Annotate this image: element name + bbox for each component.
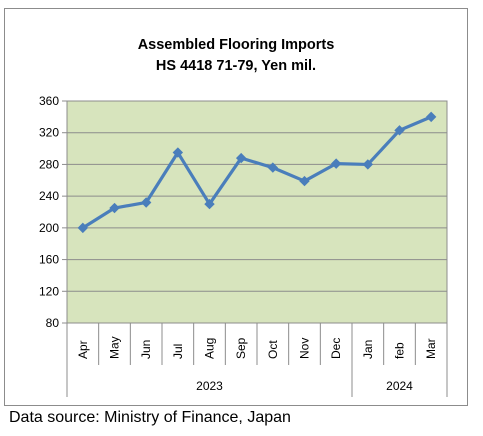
x-tick-label: Jun: [139, 340, 153, 359]
data-point-marker: [140, 197, 152, 208]
data-point-marker: [362, 159, 374, 170]
data-point-marker: [77, 222, 89, 234]
x-tick-label: Apr: [76, 340, 90, 359]
x-tick-label: Aug: [203, 338, 217, 359]
x-tick-label: Oct: [266, 340, 280, 359]
x-tick-label: Nov: [298, 338, 312, 359]
x-tick-label: May: [108, 336, 122, 359]
data-point-marker: [109, 202, 120, 214]
chart-frame: Assembled Flooring Imports HS 4418 71-79…: [4, 8, 468, 406]
data-point-marker: [235, 152, 247, 164]
line-chart: Assembled Flooring Imports HS 4418 71-79…: [39, 37, 448, 397]
y-tick-label: 360: [39, 94, 59, 108]
data-point-marker: [425, 111, 437, 123]
x-tick-label: Jan: [361, 340, 375, 359]
y-tick-label: 320: [39, 126, 59, 140]
y-tick-label: 80: [46, 316, 60, 330]
x-group-label: 2024: [386, 379, 413, 393]
y-tick-label: 240: [39, 189, 59, 203]
series-line: [81, 115, 433, 230]
data-point-marker: [172, 147, 184, 158]
plot-area: 80 120 160 200 240 280 320 360 Apr May Jun Jul Aug Se…: [39, 94, 448, 397]
data-point-marker: [267, 162, 279, 173]
data-source-note: Data source: Ministry of Finance, Japan: [9, 409, 291, 426]
y-tick-label: 160: [39, 253, 59, 267]
data-point-marker: [299, 175, 310, 187]
data-point-marker: [330, 158, 342, 169]
y-tick-label: 200: [39, 221, 59, 235]
x-tick-label: feb: [393, 342, 407, 359]
x-tick-label: Dec: [329, 338, 343, 359]
y-tick-label: 280: [39, 157, 59, 171]
chart-title-line-1: Assembled Flooring Imports: [138, 37, 335, 53]
data-point-marker: [394, 125, 405, 136]
plot-background: [66, 100, 448, 324]
data-point-marker: [204, 198, 215, 210]
x-tick-label: Jul: [171, 344, 185, 359]
x-tick-label: Sep: [234, 337, 248, 359]
x-group-label: 2023: [196, 379, 223, 393]
y-tick-label: 120: [39, 284, 59, 298]
chart-title-line-2: HS 4418 71-79, Yen mil.: [156, 58, 316, 74]
x-tick-label: Mar: [424, 338, 438, 359]
